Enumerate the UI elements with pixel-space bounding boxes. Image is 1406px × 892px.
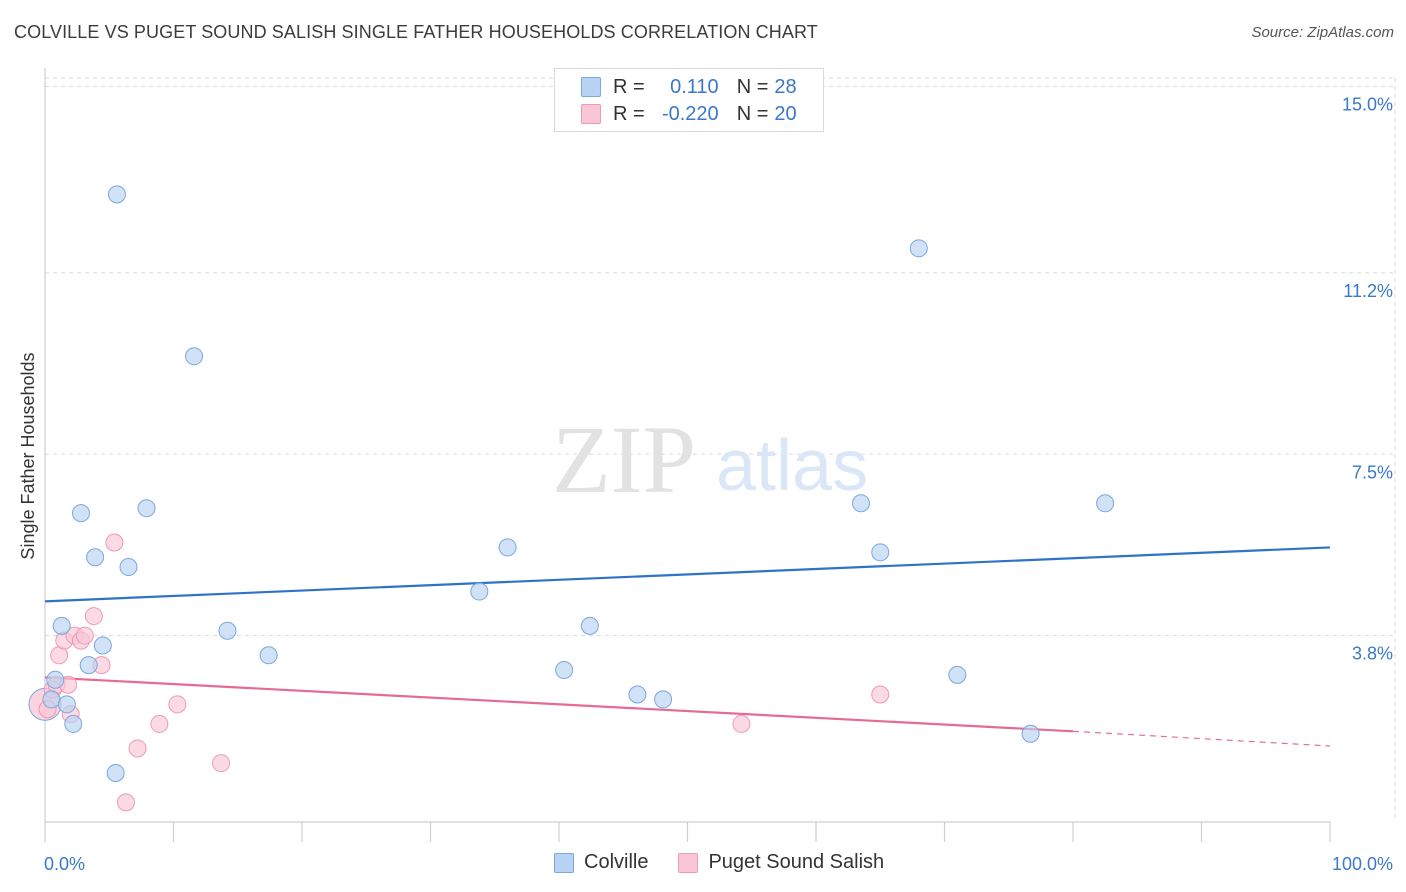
colville-point xyxy=(137,499,156,518)
y-tick-label: 15.0% xyxy=(1342,95,1393,115)
data-points xyxy=(28,185,1115,812)
salish-point xyxy=(150,714,169,733)
n-value: 20 xyxy=(774,102,797,125)
colville-point xyxy=(86,548,105,567)
colville-point xyxy=(1021,724,1040,743)
colville-point xyxy=(42,690,61,709)
salish-trend-extension xyxy=(1072,730,1331,747)
salish-point xyxy=(128,739,147,758)
r-value: -0.220 xyxy=(661,102,719,125)
colville-point xyxy=(106,763,125,782)
colville-point xyxy=(580,616,599,635)
r-label: R = xyxy=(613,102,645,125)
n-label: N = xyxy=(736,102,769,125)
colville-swatch xyxy=(581,77,601,97)
colville-swatch xyxy=(554,852,574,873)
salish-swatch xyxy=(581,104,601,124)
salish-point xyxy=(84,607,103,626)
salish-point xyxy=(212,754,231,773)
colville-point xyxy=(93,636,112,655)
y-axis-title: Single Father Households xyxy=(18,352,38,559)
colville-point xyxy=(628,685,647,704)
colville-point xyxy=(555,661,574,679)
colville-point xyxy=(46,670,65,689)
colville-point xyxy=(909,239,928,258)
colville-point xyxy=(71,504,90,523)
salish-point xyxy=(105,533,124,552)
y-tick-label: 11.2% xyxy=(1343,281,1393,301)
colville-point xyxy=(64,714,83,733)
watermark-zip: ZIP xyxy=(552,406,696,513)
colville-point xyxy=(119,558,138,577)
x-tick-label: 100.0% xyxy=(1332,854,1393,874)
r-label: R = xyxy=(613,75,645,98)
colville-point xyxy=(107,185,126,204)
colville-point xyxy=(851,494,870,513)
colville-point xyxy=(948,665,967,684)
colville-point xyxy=(57,695,76,714)
x-tick-label: 0.0% xyxy=(44,854,85,874)
n-label: N = xyxy=(736,75,769,98)
colville-point xyxy=(498,538,517,557)
salish-swatch xyxy=(678,852,699,873)
legend-label-colville: Colville xyxy=(584,851,649,873)
watermark: ZIP atlas xyxy=(552,406,868,513)
colville-point xyxy=(185,347,204,366)
salish-point xyxy=(75,626,94,645)
colville-point xyxy=(259,646,278,665)
axis-labels: 3.8% 7.5% 11.2% 15.0% 0.0% 100.0% Single Fathe… xyxy=(18,95,1393,874)
y-tick-label: 3.8% xyxy=(1352,644,1393,664)
legend-item-salish[interactable]: Puget Sound Salish xyxy=(678,851,884,874)
trend-lines xyxy=(44,546,1331,747)
colville-point xyxy=(871,543,890,562)
colville-point xyxy=(654,690,673,709)
salish-point xyxy=(116,793,135,812)
colville-point xyxy=(1096,494,1115,513)
y-tick-label: 7.5% xyxy=(1352,462,1393,482)
source-label: Source: ZipAtlas.com xyxy=(1251,24,1394,41)
legend-row-salish: R = -0.220 N = 20 xyxy=(581,101,797,127)
legend-label-salish: Puget Sound Salish xyxy=(708,851,885,873)
colville-trend-line xyxy=(44,546,1331,603)
correlation-legend: R = 0.110 N = 28 R = -0.220 N = 20 xyxy=(554,68,824,132)
colville-point xyxy=(470,582,489,601)
colville-point xyxy=(79,656,98,675)
salish-trend-line xyxy=(44,676,1074,733)
colville-point xyxy=(218,621,237,640)
legend-item-colville[interactable]: Colville xyxy=(554,851,648,874)
colville-point xyxy=(52,616,71,635)
r-value: 0.110 xyxy=(670,75,719,98)
legend-row-colville: R = 0.110 N = 28 xyxy=(581,74,797,100)
series-legend: Colville Puget Sound Salish xyxy=(554,851,914,874)
watermark-atlas: atlas xyxy=(716,426,868,506)
chart-title: COLVILLE VS PUGET SOUND SALISH SINGLE FA… xyxy=(14,22,818,42)
salish-point xyxy=(732,714,751,733)
n-value: 28 xyxy=(774,75,797,98)
salish-point xyxy=(168,695,187,714)
salish-point xyxy=(871,685,890,704)
